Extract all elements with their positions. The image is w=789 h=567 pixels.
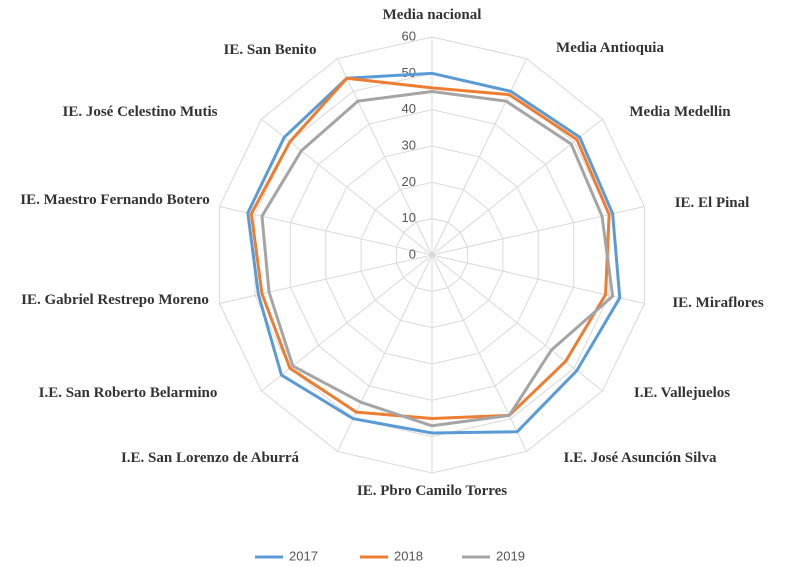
tick-label: 40 xyxy=(402,101,416,116)
category-label: Media nacional xyxy=(382,7,482,23)
spoke xyxy=(261,254,433,392)
category-label: IE. Pbro Camilo Torres xyxy=(356,483,508,499)
tick-label: 60 xyxy=(402,28,416,43)
legend-label: 2017 xyxy=(289,548,318,563)
spoke xyxy=(431,118,603,256)
spoke xyxy=(431,254,603,392)
category-label: IE. San Benito xyxy=(223,42,317,58)
category-label: IE. Maestro Fernando Botero xyxy=(20,192,210,208)
spoke xyxy=(219,254,433,304)
tick-label: 50 xyxy=(402,65,416,80)
tick-label: 0 xyxy=(409,246,416,261)
category-label: IE. Gabriel Restrepo Moreno xyxy=(21,292,209,308)
series-line xyxy=(260,90,615,428)
legend-label: 2019 xyxy=(496,548,525,563)
category-label: Media Medellin xyxy=(629,104,731,120)
spoke xyxy=(219,206,433,256)
category-label: I.E. San Roberto Belarmino xyxy=(38,385,218,401)
category-label: I.E. Vallejuelos xyxy=(633,385,731,401)
category-label: I.E. San Lorenzo de Aburrá xyxy=(120,450,300,466)
tick-label: 10 xyxy=(402,210,416,225)
tick-label: 30 xyxy=(402,137,416,152)
category-label: IE. José Celestino Mutis xyxy=(62,104,218,120)
spoke xyxy=(431,254,528,452)
category-label: Media Antioquia xyxy=(556,40,664,56)
series-line xyxy=(246,71,622,435)
category-label: I.E. José Asunción Silva xyxy=(563,450,717,466)
series-line xyxy=(249,76,611,420)
legend-label: 2018 xyxy=(394,548,423,563)
spoke xyxy=(431,254,645,304)
tick-label: 20 xyxy=(402,174,416,189)
category-label: IE. El Pinal xyxy=(674,195,750,211)
spoke xyxy=(336,58,433,256)
category-label: IE. Miraflores xyxy=(672,295,764,311)
